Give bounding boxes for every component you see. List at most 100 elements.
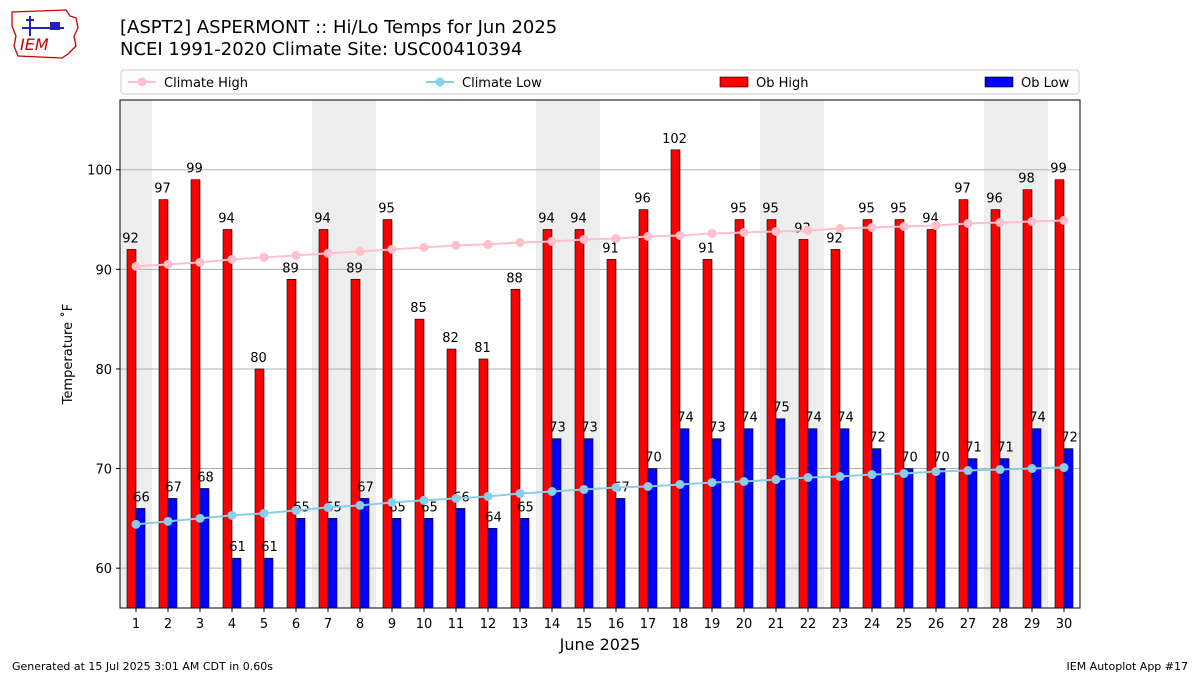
- y-tick-label: 100: [87, 164, 112, 179]
- x-tick-label: 20: [736, 617, 753, 632]
- ob-low-bar: [1031, 428, 1042, 609]
- climate-high-point: [771, 226, 781, 236]
- ob-low-bar: [263, 557, 274, 609]
- climate-low-point: [995, 465, 1005, 475]
- climate-low-point: [227, 510, 237, 520]
- legend-label: Ob High: [756, 76, 809, 91]
- climate-low-point: [643, 481, 653, 491]
- ob-low-label: 73: [709, 421, 726, 436]
- generated-timestamp: Generated at 15 Jul 2025 3:01 AM CDT in …: [12, 660, 273, 673]
- ob-high-bar: [446, 348, 457, 609]
- climate-low-point: [451, 493, 461, 503]
- y-tick-label: 80: [95, 363, 112, 378]
- ob-high-label: 88: [506, 271, 523, 286]
- climate-low-point: [195, 513, 205, 523]
- x-tick-label: 23: [832, 617, 849, 632]
- x-tick-label: 3: [196, 617, 204, 632]
- ob-high-label: 89: [346, 261, 363, 276]
- climate-low-point: [739, 476, 749, 486]
- ob-high-label: 97: [954, 182, 971, 197]
- ob-low-bar: [391, 518, 402, 609]
- ob-low-bar: [359, 498, 370, 609]
- ob-high-label: 89: [282, 261, 299, 276]
- ob-low-bar: [711, 438, 722, 609]
- ob-high-label: 91: [602, 241, 619, 256]
- x-tick-label: 4: [228, 617, 236, 632]
- climate-high-point: [995, 218, 1005, 228]
- x-tick-label: 1: [132, 617, 140, 632]
- ob-low-label: 73: [581, 421, 598, 436]
- x-tick-label: 2: [164, 617, 172, 632]
- climate-low-point: [323, 502, 333, 512]
- climate-high-point: [483, 239, 493, 249]
- ob-high-label: 96: [986, 192, 1003, 207]
- climate-high-point: [579, 234, 589, 244]
- ob-low-bar: [231, 557, 242, 609]
- ob-high-label: 98: [1018, 172, 1035, 187]
- ob-low-label: 67: [357, 480, 374, 495]
- ob-low-label: 70: [901, 451, 918, 466]
- climate-high-point: [547, 236, 557, 246]
- ob-low-label: 72: [869, 431, 886, 446]
- ob-high-bar: [542, 229, 553, 609]
- legend-bar-swatch: [719, 76, 749, 88]
- ob-high-label: 96: [634, 192, 651, 207]
- ob-low-label: 71: [965, 441, 982, 456]
- ob-high-label: 94: [570, 211, 587, 226]
- ob-low-bar: [615, 498, 626, 609]
- ob-low-bar: [519, 518, 530, 609]
- ob-low-label: 68: [197, 470, 214, 485]
- x-tick-label: 10: [416, 617, 433, 632]
- x-tick-label: 6: [292, 617, 300, 632]
- ob-low-bar: [423, 518, 434, 609]
- ob-high-bar: [1054, 179, 1065, 609]
- legend-marker: [435, 77, 445, 87]
- ob-high-bar: [606, 259, 617, 609]
- ob-high-label: 99: [1050, 162, 1067, 177]
- y-tick-label: 90: [95, 263, 112, 278]
- climate-low-point: [291, 505, 301, 515]
- ob-high-bar: [478, 358, 489, 609]
- ob-high-bar: [286, 278, 297, 609]
- app-credit: IEM Autoplot App #17: [1066, 660, 1189, 673]
- climate-high-point: [803, 225, 813, 235]
- ob-high-label: 94: [538, 211, 555, 226]
- iem-logo-graphic: IEM: [11, 9, 79, 59]
- ob-high-bar: [1022, 189, 1033, 609]
- climate-low-point: [515, 488, 525, 498]
- ob-high-bar: [990, 209, 1001, 609]
- climate-low-line: [135, 466, 1065, 526]
- ob-low-bar: [487, 528, 498, 609]
- ob-high-label: 95: [378, 202, 395, 217]
- x-tick-label: 25: [896, 617, 913, 632]
- ob-low-bar: [935, 468, 946, 609]
- ob-low-bar: [679, 428, 690, 609]
- ob-high-label: 95: [762, 202, 779, 217]
- x-tick-label: 8: [356, 617, 364, 632]
- climate-low-point: [1059, 463, 1069, 473]
- ob-low-bar: [455, 508, 466, 609]
- x-tick-label: 9: [388, 617, 396, 632]
- ob-low-bar: [167, 498, 178, 609]
- climate-low-point: [163, 516, 173, 526]
- ob-low-bar: [199, 488, 210, 609]
- x-tick-label: 30: [1056, 617, 1073, 632]
- ob-low-label: 71: [997, 441, 1014, 456]
- climate-high-point: [291, 250, 301, 260]
- climate-high-point: [675, 230, 685, 240]
- ob-low-label: 67: [165, 480, 182, 495]
- climate-low-point: [131, 519, 141, 529]
- climate-high-point: [355, 246, 365, 256]
- ob-high-label: 85: [410, 301, 427, 316]
- climate-low-point: [835, 472, 845, 482]
- climate-low-point: [803, 473, 813, 483]
- ob-low-label: 75: [773, 401, 790, 416]
- ob-high-label: 81: [474, 341, 491, 356]
- climate-high-point: [835, 223, 845, 233]
- climate-low-point: [483, 491, 493, 501]
- chart-area: 6070809010092669767996894618061896594658…: [60, 69, 1081, 654]
- climate-high-point: [963, 219, 973, 229]
- x-tick-label: 24: [864, 617, 881, 632]
- climate-low-point: [963, 466, 973, 476]
- ob-low-label: 73: [549, 421, 566, 436]
